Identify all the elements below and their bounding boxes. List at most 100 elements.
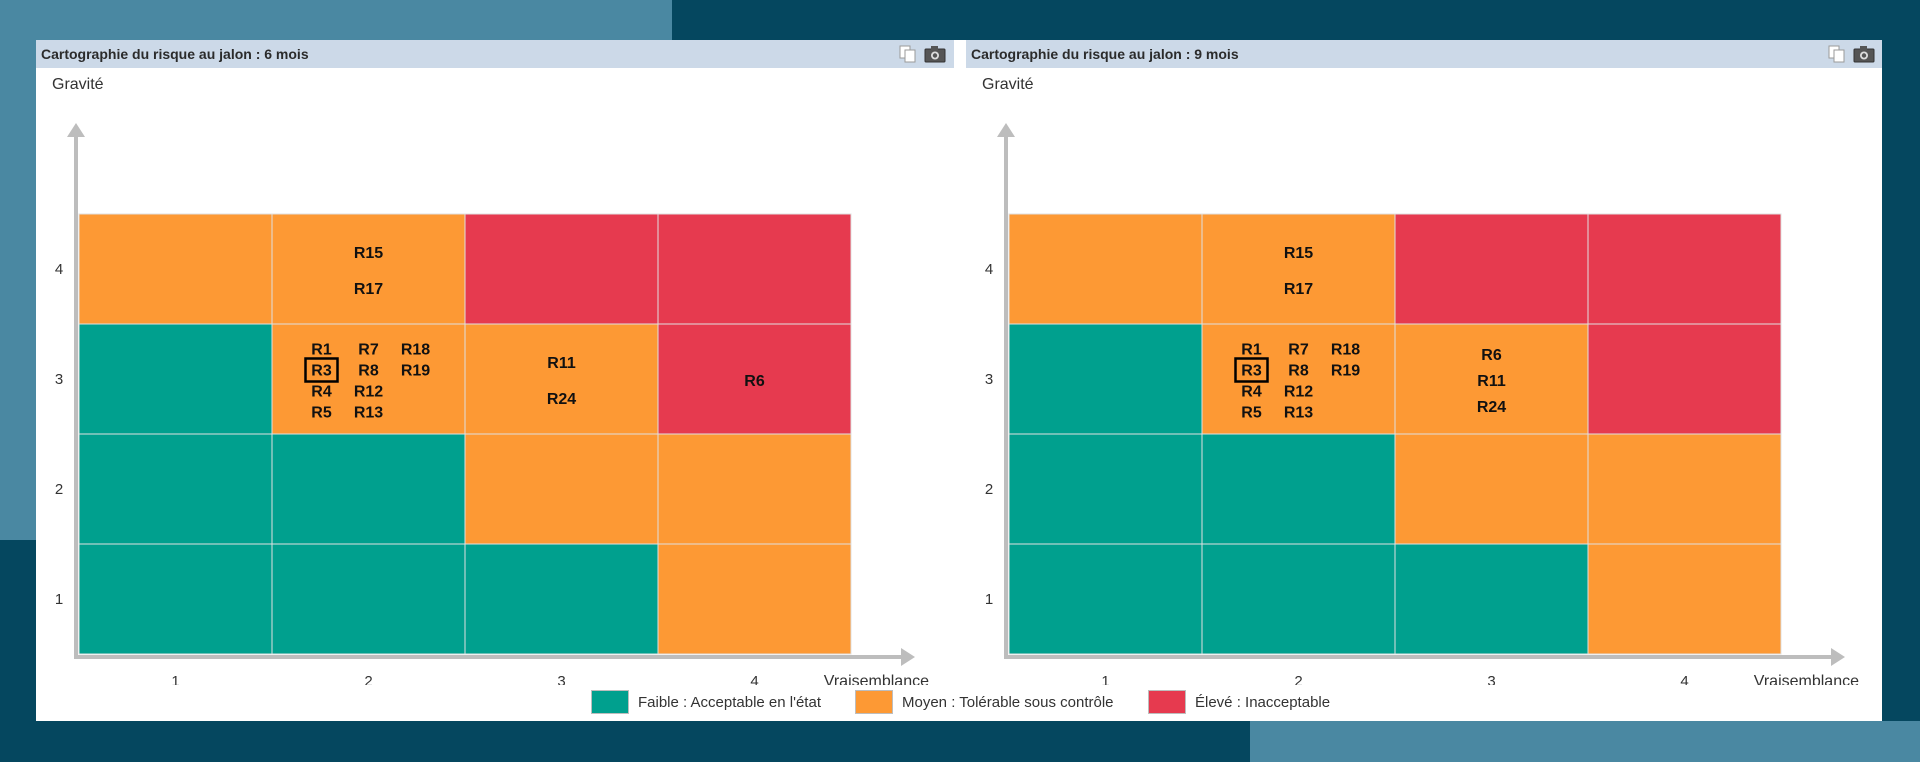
- matrix-cell-4-2: [1587, 433, 1782, 545]
- risk-label-r5: R5: [1241, 405, 1262, 422]
- x-tick-label: 1: [1101, 673, 1109, 685]
- risk-label-r12: R12: [1284, 384, 1313, 401]
- matrix-cell-2-4: [271, 213, 466, 325]
- y-tick-label: 2: [55, 481, 63, 498]
- risk-label-r18: R18: [401, 342, 430, 359]
- matrix-cell-3-1: [464, 543, 659, 655]
- x-axis-arrow: [901, 648, 915, 666]
- matrix-cell-1-3: [1008, 323, 1203, 435]
- chart-panel-6-months: Cartographie du risque au jalon : 6 mois…: [36, 40, 954, 721]
- risk-label-r1: R1: [1241, 342, 1262, 359]
- y-axis-title: Gravité: [52, 76, 104, 93]
- y-tick-label: 1: [985, 591, 993, 608]
- risk-label-r8: R8: [1288, 363, 1309, 380]
- background-block-top-left: [0, 0, 672, 40]
- matrix-cell-1-1: [78, 543, 273, 655]
- copy-icon[interactable]: [1827, 45, 1847, 63]
- y-tick-label: 1: [55, 591, 63, 608]
- risk-label-r7: R7: [358, 342, 379, 359]
- y-axis-arrow: [997, 123, 1015, 137]
- matrix-cell-1-4: [1008, 213, 1203, 325]
- risk-label-r4: R4: [1241, 384, 1262, 401]
- risk-label-r6: R6: [744, 373, 765, 390]
- matrix-cell-3-4: [1394, 213, 1589, 325]
- y-tick-label: 3: [55, 371, 63, 388]
- legend-swatch: [1148, 690, 1186, 714]
- x-axis-title: Vraisemblance: [1754, 673, 1859, 685]
- risk-label-r4: R4: [311, 384, 332, 401]
- legend-label: Moyen : Tolérable sous contrôle: [902, 693, 1114, 711]
- risk-label-r3: R3: [311, 363, 332, 380]
- matrix-cell-4-2: [657, 433, 852, 545]
- risk-label-r24: R24: [547, 391, 576, 408]
- matrix-cell-2-1: [1201, 543, 1396, 655]
- risk-label-r19: R19: [401, 363, 430, 380]
- x-tick-label: 4: [1680, 673, 1688, 685]
- background-block-left: [0, 0, 36, 540]
- legend-swatch: [591, 690, 629, 714]
- matrix-cell-3-1: [1394, 543, 1589, 655]
- x-tick-label: 3: [1487, 673, 1495, 685]
- x-tick-label: 2: [1294, 673, 1302, 685]
- chart-panel-9-months: Cartographie du risque au jalon : 9 mois…: [966, 40, 1882, 721]
- matrix-cell-1-1: [1008, 543, 1203, 655]
- x-tick-label: 3: [557, 673, 565, 685]
- risk-label-r1: R1: [311, 342, 332, 359]
- legend-item-faible: Faible : Acceptable en l'état: [591, 687, 821, 717]
- matrix-cell-2-1: [271, 543, 466, 655]
- y-tick-label: 4: [985, 261, 993, 278]
- y-tick-label: 3: [985, 371, 993, 388]
- y-axis-title: Gravité: [982, 76, 1034, 93]
- y-tick-label: 4: [55, 261, 63, 278]
- matrix-cell-4-4: [657, 213, 852, 325]
- x-axis-arrow: [1831, 648, 1845, 666]
- background-block-bottom-right: [1250, 721, 1920, 762]
- x-tick-label: 1: [171, 673, 179, 685]
- legend-swatch: [855, 690, 893, 714]
- copy-icon[interactable]: [898, 45, 918, 63]
- x-axis-title: Vraisemblance: [824, 673, 929, 685]
- matrix-cell-1-3: [78, 323, 273, 435]
- matrix-cell-4-3: [1587, 323, 1782, 435]
- risk-label-r7: R7: [1288, 342, 1309, 359]
- highlight-box: [1234, 357, 1269, 383]
- risk-label-r17: R17: [1284, 281, 1313, 298]
- matrix-cell-3-2: [1394, 433, 1589, 545]
- matrix-cell-4-3: [657, 323, 852, 435]
- panel-title: Cartographie du risque au jalon : 9 mois: [971, 46, 1239, 62]
- y-tick-label: 2: [985, 481, 993, 498]
- risk-matrix-plot: 1 2 3 4 1 2 3 4 Vraisemblance R15 R17 R1 R3 R4 R5 R7 R8 R…: [55, 123, 929, 685]
- x-tick-label: 2: [364, 673, 372, 685]
- camera-icon[interactable]: [1853, 45, 1875, 63]
- matrix-cell-4-1: [1587, 543, 1782, 655]
- risk-label-r15: R15: [1284, 245, 1313, 262]
- matrix-cell-1-2: [78, 433, 273, 545]
- matrix-cell-3-3: [464, 323, 659, 435]
- risk-label-r13: R13: [354, 405, 383, 422]
- matrix-cell-2-2: [271, 433, 466, 545]
- risk-label-r19: R19: [1331, 363, 1360, 380]
- risk-label-r11: R11: [547, 355, 576, 372]
- camera-icon[interactable]: [924, 45, 946, 63]
- risk-label-r6: R6: [1481, 347, 1502, 364]
- matrix-cell-2-2: [1201, 433, 1396, 545]
- panel-header: Cartographie du risque au jalon : 9 mois: [966, 40, 1882, 68]
- legend-label: Faible : Acceptable en l'état: [638, 693, 821, 711]
- matrix-cell-2-4: [1201, 213, 1396, 325]
- y-axis-arrow: [67, 123, 85, 137]
- matrix-cell-3-3: [1394, 323, 1589, 435]
- matrix-cell-4-4: [1587, 213, 1782, 325]
- risk-label-r15: R15: [354, 245, 383, 262]
- legend-label: Élevé : Inacceptable: [1195, 693, 1331, 711]
- risk-label-r11: R11: [1477, 373, 1506, 390]
- panel-header: Cartographie du risque au jalon : 6 mois: [36, 40, 954, 68]
- x-tick-label: 4: [750, 673, 758, 685]
- risk-label-r12: R12: [354, 384, 383, 401]
- risk-matrix-plot: 1 2 3 4 1 2 3 4 Vraisemblance R15 R17 R1 R3 R4 R5 R7 R8 R…: [985, 123, 1859, 685]
- panel-title: Cartographie du risque au jalon : 6 mois: [41, 46, 309, 62]
- highlight-box: [304, 357, 339, 383]
- risk-label-r24: R24: [1477, 399, 1506, 416]
- risk-label-r13: R13: [1284, 405, 1313, 422]
- matrix-cell-1-4: [78, 213, 273, 325]
- matrix-cell-1-2: [1008, 433, 1203, 545]
